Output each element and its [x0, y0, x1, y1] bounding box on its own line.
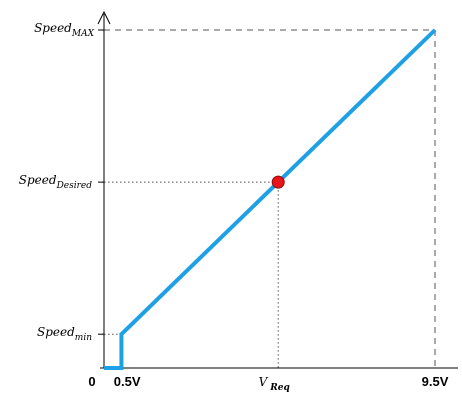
y-tick-marks: [98, 29, 104, 335]
speed-curve-line: [104, 28, 437, 370]
y-axis-arrow-icon: [97, 10, 111, 25]
y-tick-label-speed-desired: SpeedDesired: [19, 173, 92, 191]
axes: [97, 10, 458, 369]
y-tick-label-speed-min: Speedmin: [37, 325, 92, 343]
x-tick-label-0-5v: 0.5V: [114, 374, 141, 389]
x-tick-label-v-req: V Req: [259, 375, 290, 393]
y-tick-label-speed-max: SpeedMAX: [34, 21, 95, 39]
guide-lines: [104, 29, 436, 368]
desired-point-marker: [271, 175, 285, 189]
series-group: [104, 28, 437, 370]
x-tick-label-9-5v: 9.5V: [422, 374, 449, 389]
x-tick-label-zero: 0: [88, 374, 95, 389]
